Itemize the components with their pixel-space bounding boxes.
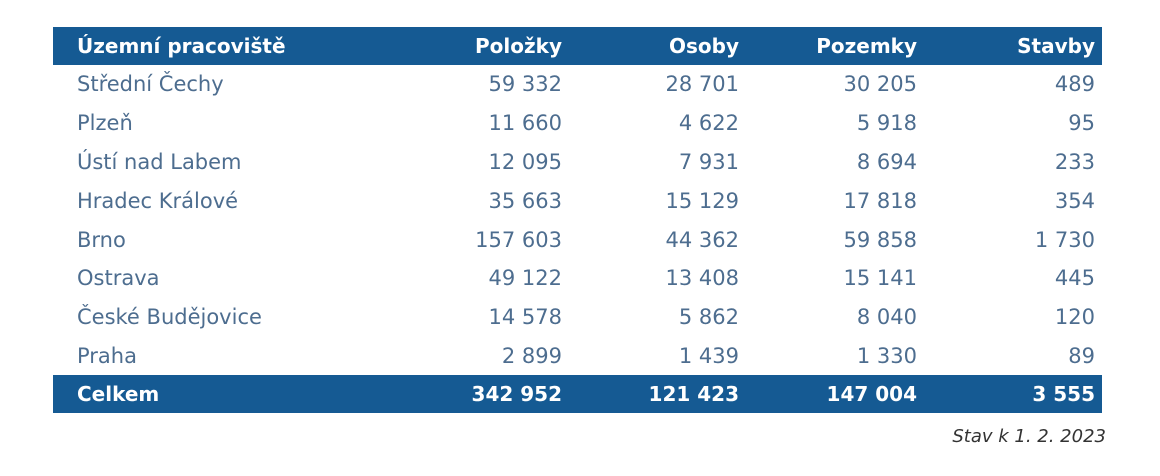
- cell-polozky: 14 578: [488, 305, 562, 330]
- cell-pozemky: 5 918: [856, 111, 917, 136]
- data-table: Územní pracoviště Položky Osoby Pozemky …: [53, 27, 1102, 414]
- cell-stavby: 445: [1054, 266, 1095, 291]
- cell-stavby: 120: [1054, 305, 1095, 330]
- cell-region: Praha: [77, 343, 137, 368]
- total-stavby: 3 555: [1032, 382, 1095, 407]
- cell-stavby: 1 730: [1034, 227, 1095, 252]
- header-cell-pozemky: Pozemky: [816, 34, 917, 58]
- table-row: Ostrava 49 122 13 408 15 141 445: [53, 259, 1102, 298]
- table-header: Územní pracoviště Položky Osoby Pozemky …: [53, 27, 1102, 65]
- table-body: Střední Čechy 59 332 28 701 30 205 489 Plzeň 1…: [53, 65, 1102, 375]
- header-cell-region: Územní pracoviště: [77, 34, 286, 58]
- cell-polozky: 2 899: [501, 343, 562, 368]
- cell-region: Ostrava: [77, 266, 160, 291]
- cell-polozky: 157 603: [475, 227, 562, 252]
- table-row: Brno 157 603 44 362 59 858 1 730: [53, 220, 1102, 259]
- total-polozky: 342 952: [471, 382, 562, 407]
- cell-polozky: 11 660: [488, 111, 562, 136]
- cell-pozemky: 1 330: [856, 343, 917, 368]
- total-label: Celkem: [77, 382, 160, 407]
- cell-osoby: 28 701: [665, 72, 739, 97]
- cell-region: Střední Čechy: [77, 72, 224, 97]
- cell-pozemky: 30 205: [843, 72, 917, 97]
- cell-pozemky: 8 040: [856, 305, 917, 330]
- cell-osoby: 1 439: [678, 343, 739, 368]
- table-row: České Budějovice 14 578 5 862 8 040 120: [53, 298, 1102, 337]
- cell-stavby: 354: [1054, 188, 1095, 213]
- header-cell-osoby: Osoby: [669, 34, 739, 58]
- cell-pozemky: 59 858: [843, 227, 917, 252]
- cell-region: Ústí nad Labem: [77, 149, 242, 174]
- cell-polozky: 12 095: [488, 149, 562, 174]
- header-cell-stavby: Stavby: [1017, 34, 1095, 58]
- footnote-date: Stav k 1. 2. 2023: [952, 426, 1106, 447]
- cell-stavby: 89: [1068, 343, 1095, 368]
- table-row: Plzeň 11 660 4 622 5 918 95: [53, 104, 1102, 143]
- cell-stavby: 95: [1068, 111, 1095, 136]
- total-pozemky: 147 004: [826, 382, 917, 407]
- cell-region: Brno: [77, 227, 126, 252]
- table-total-row: Celkem 342 952 121 423 147 004 3 555: [53, 375, 1102, 414]
- total-osoby: 121 423: [648, 382, 739, 407]
- cell-pozemky: 8 694: [856, 149, 917, 174]
- cell-osoby: 4 622: [678, 111, 739, 136]
- cell-polozky: 49 122: [488, 266, 562, 291]
- cell-region: Hradec Králové: [77, 188, 239, 213]
- cell-region: Plzeň: [77, 111, 133, 136]
- cell-osoby: 5 862: [678, 305, 739, 330]
- table-row: Praha 2 899 1 439 1 330 89: [53, 337, 1102, 376]
- table-row: Střední Čechy 59 332 28 701 30 205 489: [53, 65, 1102, 104]
- cell-osoby: 15 129: [665, 188, 739, 213]
- header-cell-polozky: Položky: [475, 34, 562, 58]
- cell-polozky: 59 332: [488, 72, 562, 97]
- table-row: Hradec Králové 35 663 15 129 17 818 354: [53, 181, 1102, 220]
- cell-polozky: 35 663: [488, 188, 562, 213]
- cell-pozemky: 15 141: [843, 266, 917, 291]
- cell-stavby: 489: [1054, 72, 1095, 97]
- cell-osoby: 7 931: [678, 149, 739, 174]
- cell-pozemky: 17 818: [843, 188, 917, 213]
- cell-region: České Budějovice: [77, 305, 262, 330]
- cell-stavby: 233: [1054, 149, 1095, 174]
- cell-osoby: 13 408: [665, 266, 739, 291]
- cell-osoby: 44 362: [665, 227, 739, 252]
- table-row: Ústí nad Labem 12 095 7 931 8 694 233: [53, 143, 1102, 182]
